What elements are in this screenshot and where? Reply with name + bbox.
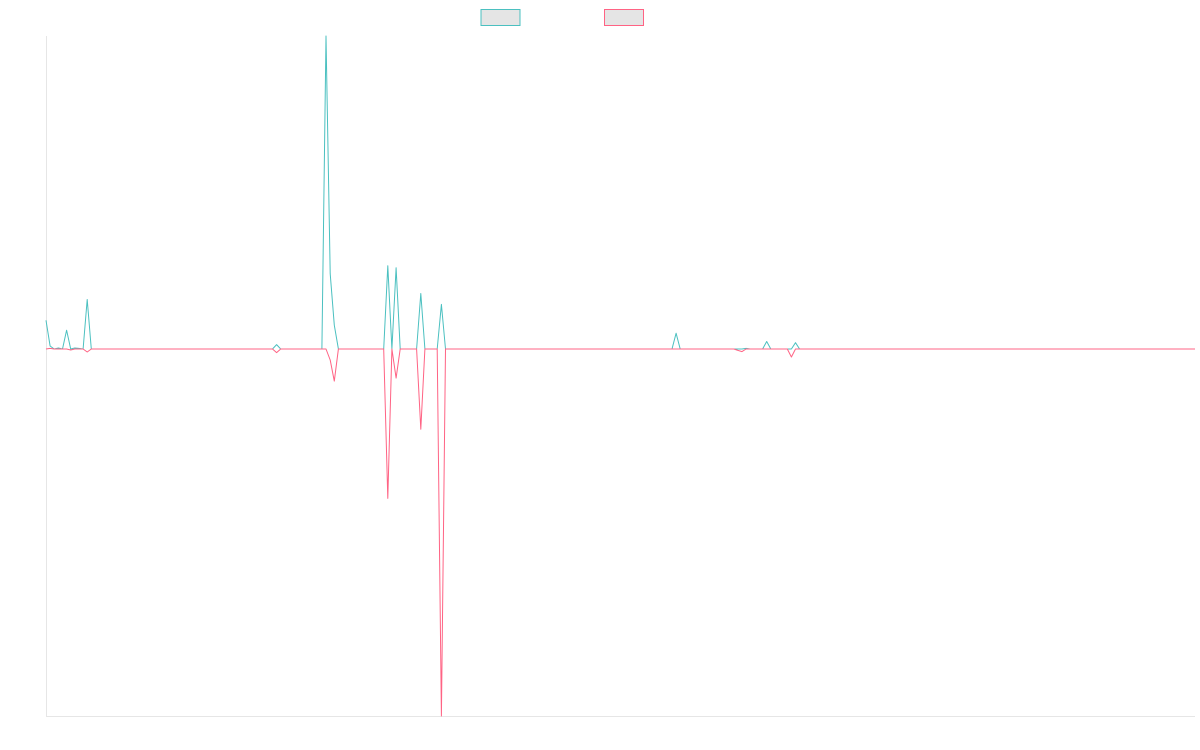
legend-swatch-series-2[interactable]: [604, 9, 644, 26]
series-line-2[interactable]: [45, 347, 1195, 717]
series-line-1[interactable]: [45, 35, 1195, 350]
legend-swatch-series-1[interactable]: [480, 9, 521, 26]
axes: [46, 36, 1195, 717]
legend: [480, 9, 644, 26]
series-layer: [45, 35, 1195, 717]
